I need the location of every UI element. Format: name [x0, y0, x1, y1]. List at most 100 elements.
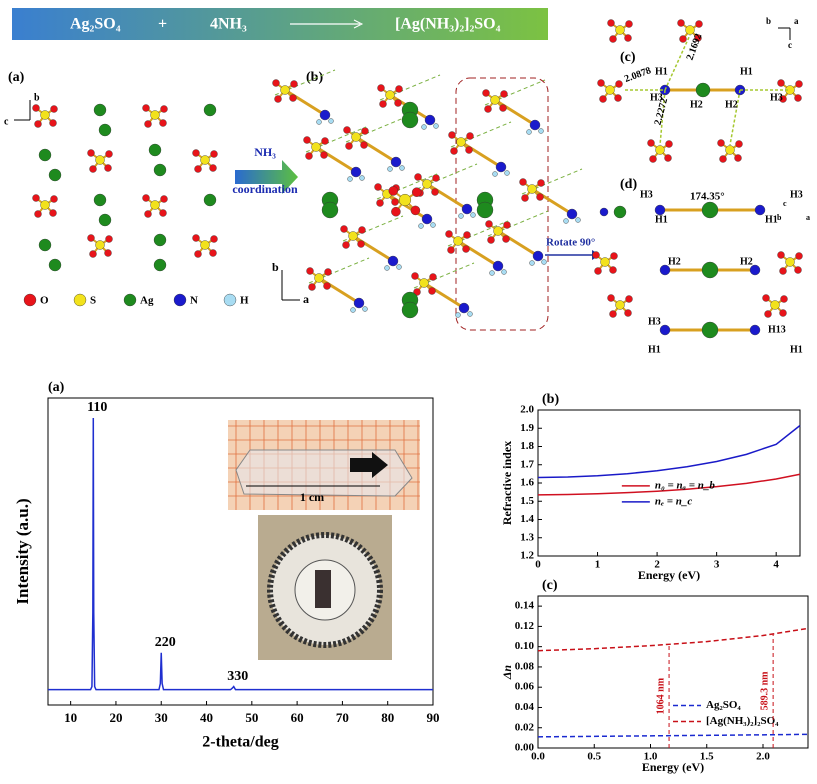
legend-label: n₀ = nₐ = n_b [655, 479, 716, 491]
y-tick-label: 0.14 [515, 600, 535, 612]
atom [701, 201, 719, 219]
rotate-label: Rotate 90° [546, 237, 595, 249]
atom [779, 95, 787, 103]
atom [431, 188, 439, 196]
y-axis-label: Intensity (a.u.) [13, 498, 32, 604]
atom-label: H1 [790, 344, 803, 355]
atom [609, 266, 617, 274]
atom [764, 310, 772, 318]
atom [418, 223, 424, 229]
y-tick-label: 1.5 [520, 495, 534, 507]
atom [387, 255, 399, 267]
atom [664, 154, 672, 162]
atom [160, 105, 168, 113]
atom [319, 109, 331, 121]
x-tick-label: 70 [336, 710, 349, 725]
atom [360, 141, 368, 149]
atom [150, 200, 160, 210]
atom [654, 204, 666, 216]
atom [482, 89, 490, 97]
atom [160, 195, 168, 203]
atom [394, 99, 402, 107]
atom-label: H1 [655, 66, 668, 77]
atom-label: H3 [650, 92, 663, 103]
x-tick-label: 0.0 [531, 751, 545, 763]
atom [607, 19, 615, 27]
data-line [537, 627, 809, 652]
atom [391, 198, 399, 206]
atom [575, 217, 581, 223]
y-tick-label: 1.7 [520, 458, 534, 470]
x-axis-label: Energy (eV) [642, 760, 704, 774]
atom [795, 80, 803, 88]
atom [421, 213, 433, 225]
element-label: S [90, 295, 96, 307]
atom [390, 156, 402, 168]
peak-label: 330 [227, 669, 248, 684]
legend-label: nₑ = n_c [655, 495, 693, 507]
atom [388, 186, 399, 196]
atom [536, 193, 544, 201]
plot-frame [47, 397, 434, 706]
atom [421, 124, 427, 130]
atom [387, 166, 393, 172]
atom [422, 179, 432, 189]
atom [679, 35, 687, 43]
data-line [537, 733, 809, 738]
atom [685, 25, 695, 35]
atom [34, 210, 42, 218]
x-tick-label: 80 [381, 710, 394, 725]
atom [597, 79, 605, 87]
bond [386, 192, 428, 221]
atom [777, 79, 785, 87]
bond [315, 145, 357, 174]
atom [357, 240, 365, 248]
axis-label: c [788, 40, 792, 50]
atom [362, 306, 368, 312]
bond [497, 229, 539, 258]
element-label: H [240, 295, 249, 307]
element-label: Ag [140, 295, 154, 307]
atom [770, 300, 780, 310]
atom [342, 241, 350, 249]
atom [93, 103, 107, 117]
atom [458, 302, 470, 314]
atom [749, 324, 761, 336]
y-tick-label: 0.12 [515, 620, 535, 632]
atom-label: H3 [790, 189, 803, 200]
atom [461, 203, 473, 215]
atom [492, 260, 504, 272]
atom-label: H1 [740, 66, 753, 77]
atom [615, 25, 625, 35]
x-tick-label: 50 [245, 710, 258, 725]
atom [455, 312, 461, 318]
header-bar [12, 8, 548, 40]
x-tick-label: 1.0 [644, 751, 658, 763]
atom [87, 149, 95, 157]
panel-label: (c) [620, 50, 636, 65]
atom [290, 80, 298, 88]
bond [352, 234, 394, 263]
atom [493, 226, 503, 236]
x-tick-label: 1.5 [700, 751, 714, 763]
atom-label: H2 [690, 99, 703, 110]
x-tick-label: 90 [427, 710, 440, 725]
atom [153, 258, 167, 272]
atom [105, 235, 113, 243]
panel-label: (a) [8, 70, 25, 85]
atom [655, 145, 665, 155]
atom [105, 150, 113, 158]
atom [306, 267, 314, 275]
atom [647, 139, 655, 147]
atom [762, 294, 770, 302]
atom [95, 155, 105, 165]
atom [476, 201, 494, 219]
axis-label: a [303, 292, 309, 306]
atom [194, 165, 202, 173]
bond [729, 89, 741, 146]
atom [734, 154, 742, 162]
x-tick-label: 1 [595, 559, 601, 571]
bond [457, 239, 499, 268]
bond-length: 2.1692 [685, 32, 705, 62]
atom [351, 132, 361, 142]
